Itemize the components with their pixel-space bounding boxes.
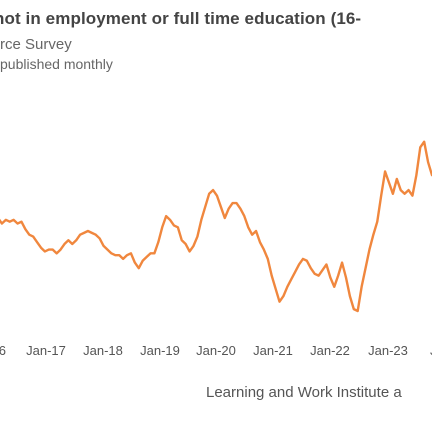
- x-tick-label: Jan-17: [26, 343, 66, 358]
- x-tick-label: 6: [0, 343, 6, 358]
- source-credit: Learning and Work Institute a: [206, 384, 402, 401]
- x-tick-label: Jan-18: [83, 343, 123, 358]
- chart-note: published monthly: [0, 56, 113, 72]
- x-tick-label: Jan-20: [196, 343, 236, 358]
- x-tick-label: Jan-23: [368, 343, 408, 358]
- x-tick-label: Jan-21: [253, 343, 293, 358]
- chart-title: not in employment or full time education…: [0, 9, 362, 28]
- x-axis-ticks: 6 Jan-17 Jan-18 Jan-19 Jan-20 Jan-21 Jan-22 Jan…: [0, 343, 432, 358]
- x-tick-label: Jan-19: [140, 343, 180, 358]
- x-tick-label: Jan-22: [310, 343, 350, 358]
- series-line: [0, 140, 432, 313]
- chart-subtitle: rce Survey: [0, 36, 72, 53]
- x-tick-label: J: [430, 343, 432, 358]
